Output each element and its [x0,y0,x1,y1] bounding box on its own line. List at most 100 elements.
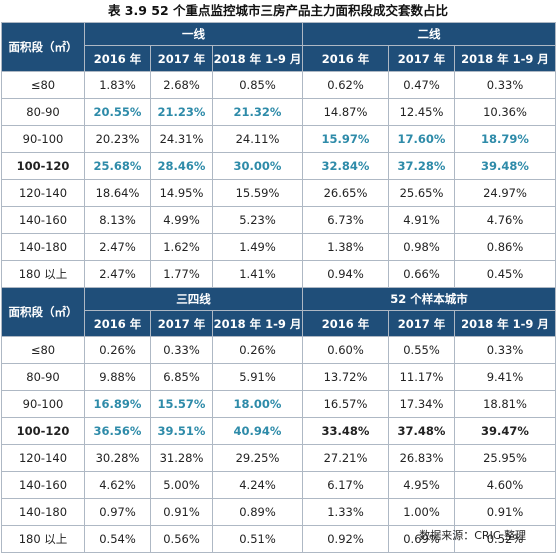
share-value: 37.28% [388,152,455,180]
share-value: 31.28% [150,444,213,472]
share-value: 9.88% [84,363,151,391]
share-value: 13.72% [302,363,389,391]
share-value: 0.91% [454,498,556,526]
area-range-label: 90-100 [1,390,85,418]
group-header: 52 个样本城市 [302,287,556,311]
group-header: 三四线 [84,287,303,311]
table-title: 表 3.9 52 个重点监控城市三房产品主力面积段成交套数占比 [107,3,449,18]
share-value: 0.45% [454,260,556,288]
share-value: 4.91% [388,206,455,234]
share-value: 15.59% [212,179,303,207]
share-value: 0.47% [388,71,455,99]
share-value: 4.95% [388,471,455,499]
share-value: 6.17% [302,471,389,499]
area-range-label: 140-180 [1,498,85,526]
share-value: 21.32% [212,98,303,126]
share-value: 30.28% [84,444,151,472]
share-value: 2.68% [150,71,213,99]
share-value: 18.64% [84,179,151,207]
share-value: 24.11% [212,125,303,153]
share-value: 5.23% [212,206,303,234]
share-value: 8.13% [84,206,151,234]
area-range-label: 140-160 [1,471,85,499]
table-row: 140-160 4.62% 5.00% 4.24% 6.17% 4.95% 4.60% [1,471,556,499]
group-header: 一线 [84,22,303,46]
share-value: 30.00% [212,152,303,180]
area-range-label: 140-180 [1,233,85,261]
group-header: 二线 [302,22,556,46]
area-share-table: 面积段（㎡） 一线 二线 2016 年 2017 年 2018 年 1-9 月 2016 年… [1,22,556,553]
table-row: 100-120 36.56% 39.51% 40.94% 33.48% 37.48% 39.… [1,417,556,445]
share-value: 0.26% [212,336,303,364]
share-value: 26.65% [302,179,389,207]
share-value: 20.23% [84,125,151,153]
share-value: 39.48% [454,152,556,180]
period-header: 2016 年 [84,45,151,72]
share-value: 10.36% [454,98,556,126]
table-row: 120-140 30.28% 31.28% 29.25% 27.21% 26.83% 25.… [1,444,556,472]
table-row: 80-90 20.55% 21.23% 21.32% 14.87% 12.45% 10.36… [1,98,556,126]
share-value: 2.47% [84,233,151,261]
area-range-label: 140-160 [1,206,85,234]
share-value: 17.60% [388,125,455,153]
share-value: 1.00% [388,498,455,526]
share-value: 27.21% [302,444,389,472]
share-value: 2.47% [84,260,151,288]
area-range-label: 120-140 [1,444,85,472]
share-value: 18.79% [454,125,556,153]
share-value: 0.33% [150,336,213,364]
source-note: 数据来源：CRIC 整理 [419,529,526,542]
table-row: 90-100 20.23% 24.31% 24.11% 15.97% 17.60% 18.7… [1,125,556,153]
share-value: 15.97% [302,125,389,153]
share-value: 4.24% [212,471,303,499]
share-value: 28.46% [150,152,213,180]
share-value: 37.48% [388,417,455,445]
period-header: 2017 年 [388,45,455,72]
area-range-label: 100-120 [1,152,85,180]
period-header: 2016 年 [302,310,389,337]
share-value: 39.51% [150,417,213,445]
table-row: 140-160 8.13% 4.99% 5.23% 6.73% 4.91% 4.76% [1,206,556,234]
table-row: 120-140 18.64% 14.95% 15.59% 26.65% 25.65% 24.… [1,179,556,207]
period-header: 2018 年 1-9 月 [454,45,556,72]
share-value: 4.76% [454,206,556,234]
share-value: 0.56% [150,525,213,553]
period-header: 2017 年 [150,45,213,72]
share-value: 36.56% [84,417,151,445]
table-row: 140-180 2.47% 1.62% 1.49% 1.38% 0.98% 0.86% [1,233,556,261]
share-value: 1.41% [212,260,303,288]
share-value: 25.68% [84,152,151,180]
period-header: 2018 年 1-9 月 [454,310,556,337]
share-value: 21.23% [150,98,213,126]
share-value: 40.94% [212,417,303,445]
table-row: ≤80 1.83% 2.68% 0.85% 0.62% 0.47% 0.33% [1,71,556,99]
area-range-label: 100-120 [1,417,85,445]
share-value: 0.62% [302,71,389,99]
share-value: 0.60% [302,336,389,364]
table-row: 180 以上 0.54% 0.56% 0.51% 0.92% 0.69% 0.52% [1,525,556,553]
share-value: 0.33% [454,336,556,364]
period-header: 2016 年 [302,45,389,72]
table-row: 180 以上 2.47% 1.77% 1.41% 0.94% 0.66% 0.45% [1,260,556,288]
row-header-label: 面积段（㎡） [1,22,85,72]
area-range-label: ≤80 [1,336,85,364]
share-value: 32.84% [302,152,389,180]
period-header: 2018 年 1-9 月 [212,45,303,72]
table-row: 100-120 25.68% 28.46% 30.00% 32.84% 37.28% 39.… [1,152,556,180]
share-value: 12.45% [388,98,455,126]
share-value: 33.48% [302,417,389,445]
share-value: 0.92% [302,525,389,553]
share-value: 24.31% [150,125,213,153]
share-value: 11.17% [388,363,455,391]
share-value: 6.85% [150,363,213,391]
share-value: 0.66% [388,260,455,288]
area-range-label: 80-90 [1,98,85,126]
area-range-label: 180 以上 [1,525,85,553]
share-value: 16.57% [302,390,389,418]
share-value: 29.25% [212,444,303,472]
share-value: 0.51% [212,525,303,553]
share-value: 0.94% [302,260,389,288]
table-row: ≤80 0.26% 0.33% 0.26% 0.60% 0.55% 0.33% [1,336,556,364]
share-value: 1.62% [150,233,213,261]
share-value: 4.99% [150,206,213,234]
